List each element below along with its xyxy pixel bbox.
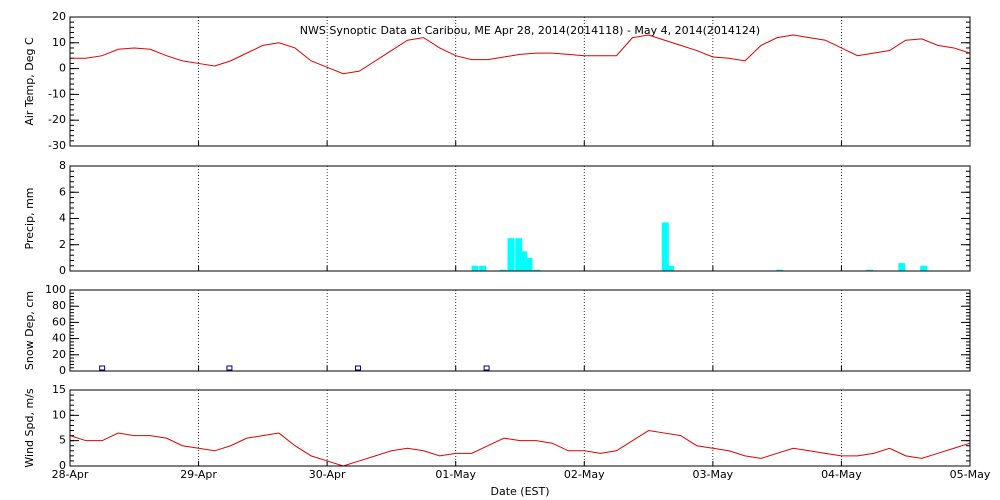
- y-tick-label: 20: [52, 10, 66, 23]
- y-tick-label: 100: [45, 283, 66, 296]
- y-tick-label: 0: [59, 364, 66, 377]
- data-line: [70, 34, 971, 75]
- x-tick-label: 30-Apr: [309, 468, 346, 481]
- y-tick-label: 0: [59, 264, 66, 277]
- bar: [520, 251, 528, 271]
- bar: [507, 238, 515, 271]
- y-tick-label: 10: [52, 36, 66, 49]
- y-tick-label: 20: [52, 348, 66, 361]
- y-tick-label: 40: [52, 332, 66, 345]
- point: [483, 365, 490, 371]
- y-tick-label: 80: [52, 299, 66, 312]
- bar: [866, 269, 874, 271]
- bar: [499, 269, 507, 271]
- point: [226, 365, 233, 371]
- y-tick-label: 10: [52, 408, 66, 421]
- bar: [525, 257, 533, 271]
- x-tick-label: 28-Apr: [52, 468, 89, 481]
- y-tick-label: 15: [52, 383, 66, 396]
- y-tick-label: 60: [52, 315, 66, 328]
- bar: [661, 222, 669, 271]
- y-tick-label: 5: [59, 434, 66, 447]
- bar: [666, 265, 674, 271]
- y-tick-label: 6: [59, 185, 66, 198]
- y-tick-label: 8: [59, 159, 66, 172]
- plot-frame: [69, 389, 971, 467]
- point: [99, 365, 106, 371]
- x-tick-label: 03-May: [692, 468, 733, 481]
- y-tick-label: 2: [59, 238, 66, 251]
- x-tick-label: 01-May: [435, 468, 476, 481]
- chart-title: NWS Synoptic Data at Caribou, ME Apr 28,…: [300, 24, 760, 37]
- x-tick-label: 05-May: [950, 468, 991, 481]
- bar: [776, 269, 784, 271]
- data-line: [69, 430, 971, 467]
- bar: [533, 269, 541, 271]
- bar: [515, 238, 523, 271]
- y-tick-label: -30: [48, 139, 66, 152]
- x-tick-label: 02-May: [564, 468, 605, 481]
- y-axis-label: Precip, mm: [23, 188, 36, 250]
- x-tick-label: 04-May: [821, 468, 862, 481]
- bar: [898, 263, 906, 271]
- bar: [471, 265, 479, 271]
- plot-frame: [69, 165, 971, 272]
- x-tick-label: 29-Apr: [180, 468, 217, 481]
- bar: [920, 265, 928, 271]
- y-tick-label: 0: [59, 459, 66, 472]
- y-axis-label: Air Temp, Deg C: [23, 37, 36, 126]
- y-tick-label: 4: [59, 212, 66, 225]
- y-axis-label: Wind Spd, m/s: [23, 388, 36, 468]
- plot-frame: [69, 289, 971, 372]
- y-tick-label: 0: [59, 62, 66, 75]
- y-tick-label: -10: [48, 87, 66, 100]
- y-axis-label: Snow Dep, cm: [23, 291, 36, 370]
- bar: [479, 265, 487, 271]
- plot-frame: [69, 16, 971, 147]
- point: [355, 365, 361, 371]
- y-tick-label: -20: [48, 113, 66, 126]
- x-axis-label: Date (EST): [490, 485, 549, 498]
